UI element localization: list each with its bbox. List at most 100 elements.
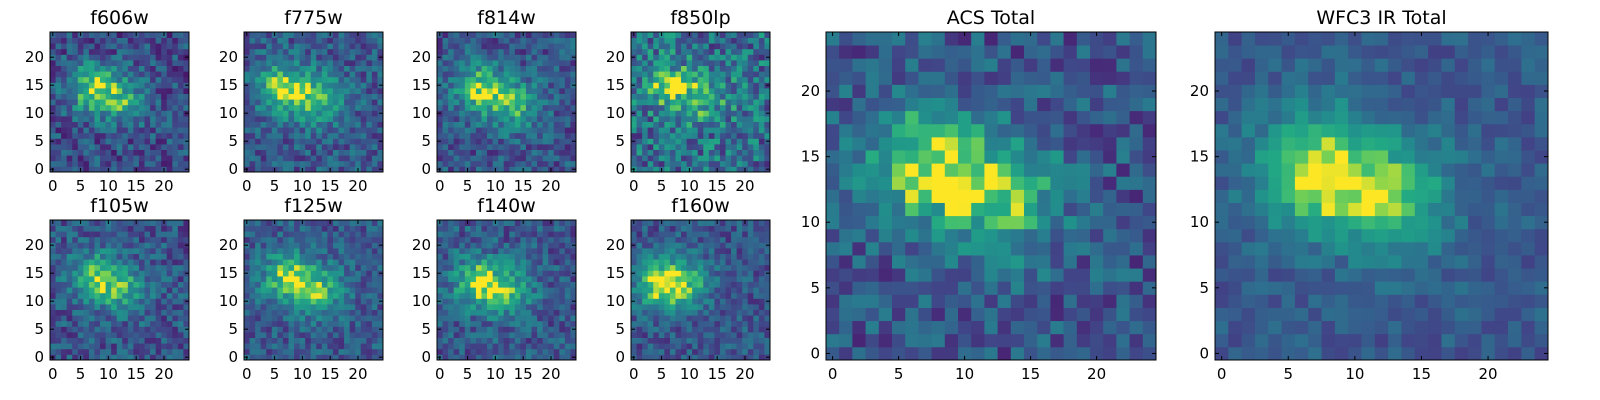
heatmap-cell [514,326,521,333]
heatmap-cell [83,121,90,128]
heatmap-cell [271,99,278,106]
heatmap-cell [166,82,173,89]
heatmap-cell [492,225,499,232]
heatmap-cell [681,155,687,162]
heatmap-cell [525,110,532,117]
heatmap-cell [553,298,560,305]
heatmap-cell [249,343,256,350]
heatmap-cell [764,309,771,316]
heatmap-cell [66,43,73,50]
heatmap-cell [664,71,671,78]
heatmap-cell [172,138,179,145]
heatmap-cell [77,231,84,238]
heatmap-cell [144,48,151,55]
heatmap-cell [570,309,577,316]
heatmap-cell [244,71,250,78]
heatmap-cell [366,65,373,72]
heatmap-cell [658,93,665,100]
heatmap-cell [72,332,79,338]
heatmap-cell [459,242,466,249]
heatmap-cell [150,315,157,322]
heatmap-cell [183,155,190,162]
heatmap-cell [260,166,267,173]
heatmap-cell [321,132,328,139]
heatmap-cell [487,343,493,350]
heatmap-cell [675,127,682,134]
heatmap-cell [277,264,284,271]
heatmap-cell [77,248,84,254]
x-tick-label: 10 [680,177,699,195]
heatmap-cell [714,65,721,72]
heatmap-cell [294,248,300,254]
heatmap-cell [349,253,356,260]
heatmap-cell [116,231,123,238]
heatmap-cell [366,276,373,282]
heatmap-cell [344,343,351,350]
heatmap-cell [553,276,560,282]
heatmap-cell [371,65,378,72]
heatmap-cell [503,88,510,94]
heatmap-cell [692,160,699,167]
heatmap-cell [61,160,68,167]
heatmap-cell [55,60,62,66]
heatmap-cell [642,304,649,310]
heatmap-cell [653,304,660,310]
heatmap-cell [437,144,443,150]
heatmap-cell [464,149,471,156]
heatmap-cell [570,121,577,128]
heatmap-cell [100,88,106,94]
heatmap-cell [338,65,345,72]
heatmap-cell [658,298,665,305]
heatmap-cell [719,304,726,310]
heatmap-cell [559,32,566,38]
heatmap-cell [531,99,538,106]
heatmap-cell [366,298,373,305]
heatmap-cell [155,236,162,243]
heatmap-cell [514,37,521,44]
heatmap-cell [708,104,715,111]
heatmap-cell [448,281,455,288]
heatmap-cell [88,242,95,249]
heatmap-cell [514,132,521,139]
heatmap-cell [703,326,710,333]
heatmap-cell [144,225,151,232]
heatmap-cell [266,32,273,38]
heatmap-cell [310,276,317,282]
heatmap-cell [548,259,555,266]
heatmap-cell [349,88,356,94]
heatmap-cell [653,110,660,117]
heatmap-cell [564,332,571,338]
heatmap-cell [371,88,378,94]
heatmap-cell [94,121,101,128]
heatmap-cell [88,132,95,139]
heatmap-cell [349,65,356,72]
heatmap-cell [442,65,449,72]
heatmap-cell [531,242,538,249]
heatmap-cell [355,88,362,94]
heatmap-cell [310,270,317,277]
heatmap-cell [349,248,356,254]
heatmap-cell [520,76,527,83]
heatmap-cell [338,110,345,117]
heatmap-cell [327,104,334,111]
heatmap-cell [553,65,560,72]
heatmap-cell [88,121,95,128]
heatmap-cell [277,144,284,150]
heatmap-cell [88,82,95,89]
heatmap-cell [321,270,328,277]
heatmap-cell [631,116,637,122]
heatmap-cell [321,127,328,134]
heatmap-cell [177,287,184,294]
heatmap-cell [127,37,134,44]
heatmap-cell [316,160,323,167]
heatmap-cell [487,315,493,322]
heatmap-cell [260,65,267,72]
heatmap-cell [703,270,710,277]
heatmap-cell [166,76,173,83]
heatmap-cell [664,37,671,44]
heatmap-cell [177,231,184,238]
heatmap-cell [753,343,760,350]
heatmap-cell [548,231,555,238]
heatmap-cell [66,132,73,139]
heatmap-cell [453,144,460,150]
